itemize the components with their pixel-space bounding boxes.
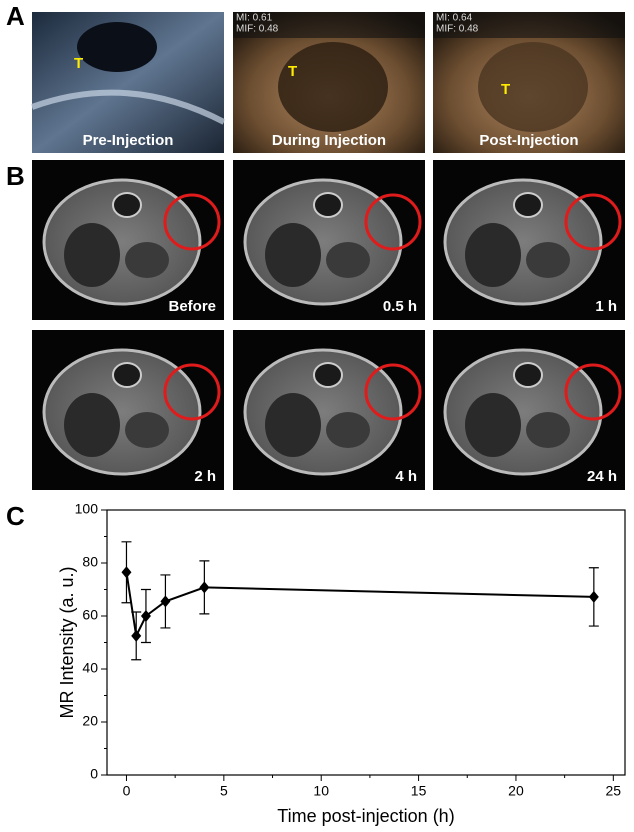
image-caption: Before (168, 298, 216, 315)
overlay-text: MIF: 0.48 (436, 24, 479, 35)
x-tick-label: 5 (220, 783, 228, 799)
panel-label: C (6, 501, 25, 531)
image-caption: Pre-Injection (83, 132, 174, 149)
spine (112, 192, 142, 218)
organ (125, 412, 169, 448)
organ (64, 223, 120, 287)
y-tick-label: 40 (82, 660, 98, 676)
data-line (125, 572, 594, 640)
tumor-circle (364, 193, 422, 251)
tissue-band (30, 89, 226, 125)
overlay-text: MIF: 0.48 (236, 24, 279, 35)
data-point (131, 629, 142, 642)
header-bar (433, 12, 625, 38)
y-axis-title: MR Intensity (a. u.) (57, 566, 77, 718)
spine (313, 362, 343, 388)
y-tick-label: 80 (82, 554, 98, 570)
organ (526, 242, 570, 278)
spine (112, 362, 142, 388)
data-point (140, 610, 151, 622)
organ (326, 412, 370, 448)
plot-frame (106, 509, 626, 776)
tumor-marker: T (288, 63, 297, 80)
data-point (121, 566, 132, 579)
tumor (478, 42, 588, 132)
image-caption: 4 h (395, 468, 417, 485)
x-tick-label: 20 (508, 783, 524, 799)
organ (326, 242, 370, 278)
overlay-text: MI: 0.61 (236, 13, 273, 24)
organ (465, 393, 521, 457)
image-caption: Post-Injection (479, 132, 578, 149)
organ (265, 393, 321, 457)
tumor-circle (163, 363, 221, 421)
panel-label: B (6, 161, 25, 191)
data-point (588, 590, 599, 603)
panel-label: A (6, 1, 25, 31)
image-caption: 0.5 h (383, 298, 417, 315)
organ (526, 412, 570, 448)
organ (125, 242, 169, 278)
header-bar (233, 12, 425, 38)
organ (265, 223, 321, 287)
image-caption: During Injection (272, 132, 386, 149)
y-tick-label: 60 (82, 607, 98, 623)
image-caption: 24 h (587, 468, 617, 485)
tumor (77, 22, 157, 72)
image-caption: 1 h (595, 298, 617, 315)
tumor-circle (564, 193, 622, 251)
x-tick-label: 10 (313, 783, 329, 799)
tumor-marker: T (501, 81, 510, 98)
tumor-circle (163, 193, 221, 251)
tumor-circle (364, 363, 422, 421)
x-tick-label: 15 (411, 783, 427, 799)
x-axis-title: Time post-injection (h) (277, 806, 454, 826)
data-point (199, 581, 210, 594)
x-tick-label: 25 (606, 783, 622, 799)
y-tick-label: 0 (90, 766, 98, 782)
spine (313, 192, 343, 218)
data-point (160, 595, 171, 608)
organ (465, 223, 521, 287)
tumor-circle (564, 363, 622, 421)
image-caption: 2 h (194, 468, 216, 485)
tumor-marker: T (74, 55, 83, 72)
spine (513, 192, 543, 218)
organ (64, 393, 120, 457)
y-tick-label: 100 (75, 501, 99, 517)
tumor (278, 42, 388, 132)
overlay-text: MI: 0.64 (436, 13, 473, 24)
x-tick-label: 0 (123, 783, 131, 799)
spine (513, 362, 543, 388)
y-tick-label: 20 (82, 713, 98, 729)
